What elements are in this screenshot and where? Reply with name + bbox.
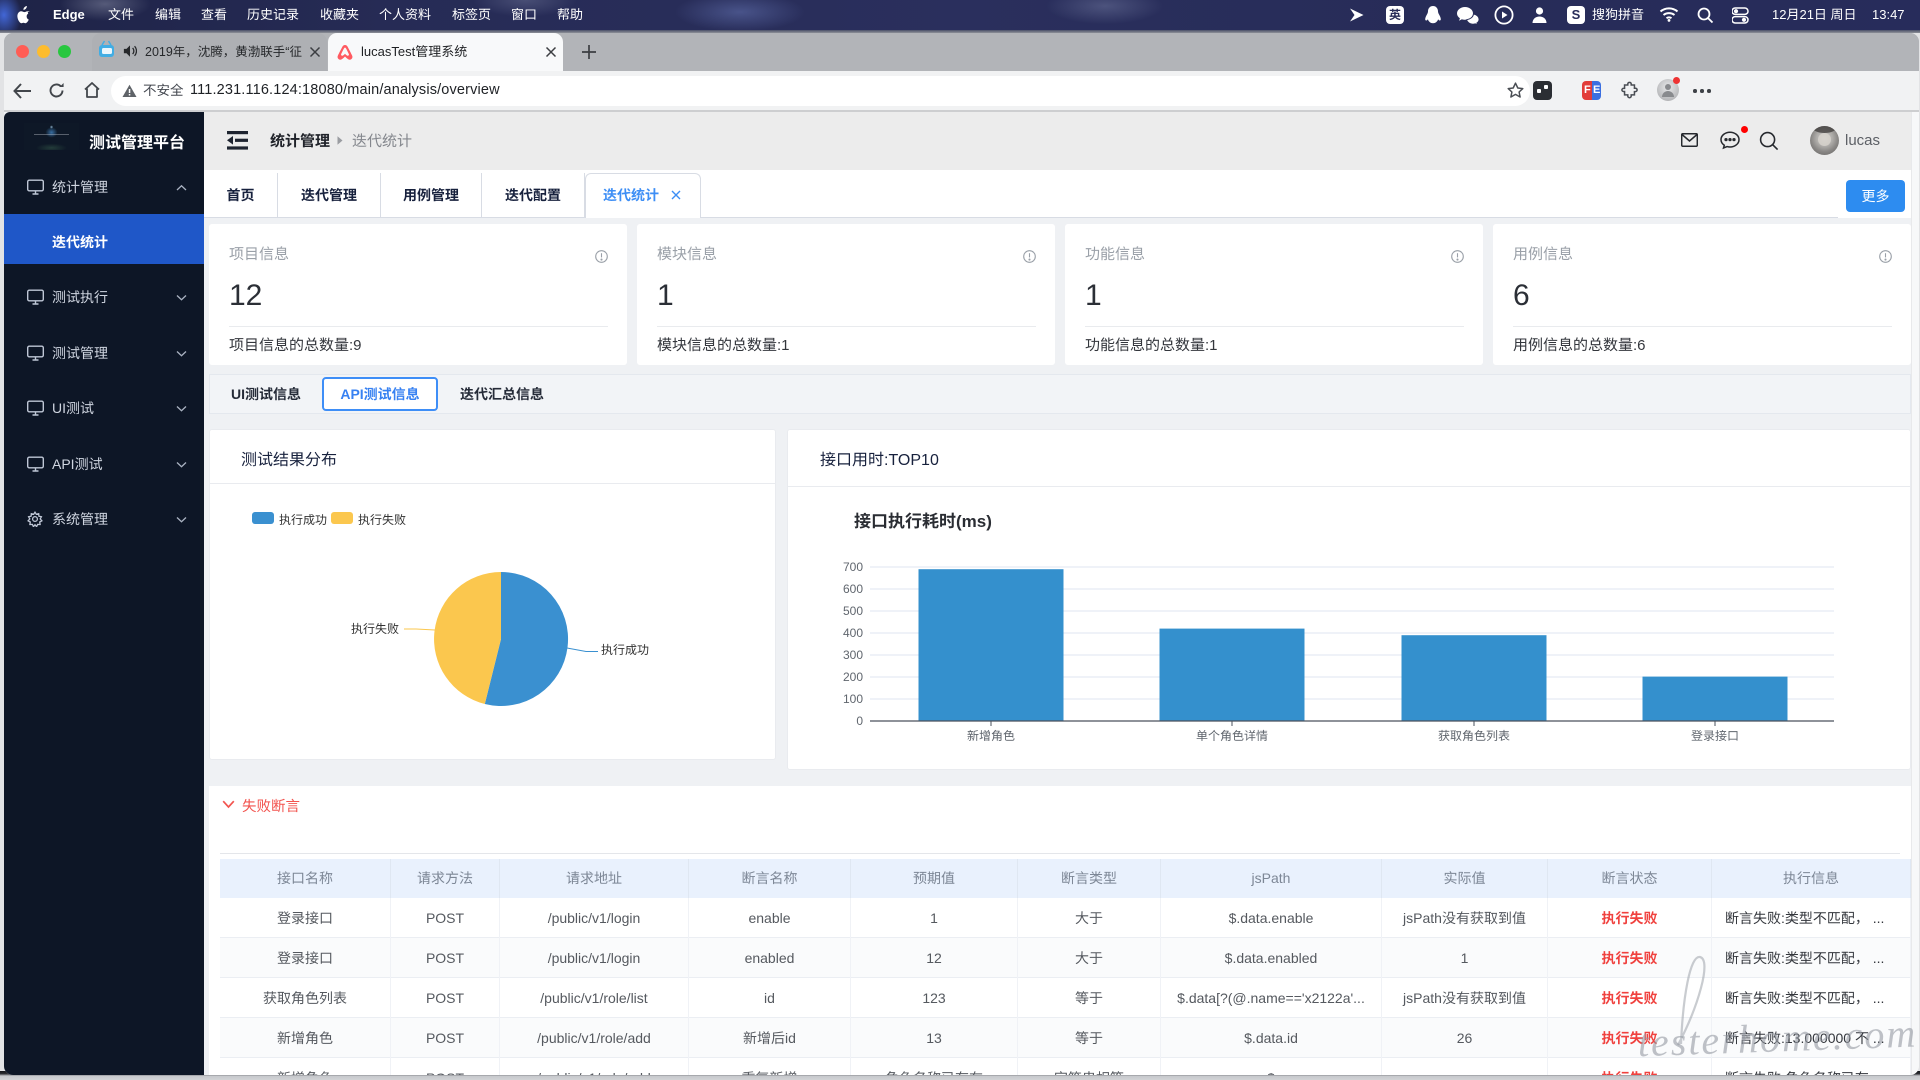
svg-text:200: 200: [843, 670, 863, 684]
svg-text:500: 500: [843, 604, 863, 618]
svg-text:新增角色: 新增角色: [967, 729, 1015, 743]
svg-text:400: 400: [843, 626, 863, 640]
svg-text:执行失败: 执行失败: [351, 622, 399, 636]
svg-text:登录接口: 登录接口: [1691, 729, 1739, 743]
svg-text:执行成功: 执行成功: [601, 643, 649, 657]
svg-text:100: 100: [843, 692, 863, 706]
svg-text:单个角色详情: 单个角色详情: [1196, 729, 1268, 743]
svg-text:700: 700: [843, 560, 863, 574]
svg-text:300: 300: [843, 648, 863, 662]
svg-text:获取角色列表: 获取角色列表: [1438, 729, 1510, 743]
svg-text:0: 0: [856, 714, 863, 728]
svg-text:600: 600: [843, 582, 863, 596]
